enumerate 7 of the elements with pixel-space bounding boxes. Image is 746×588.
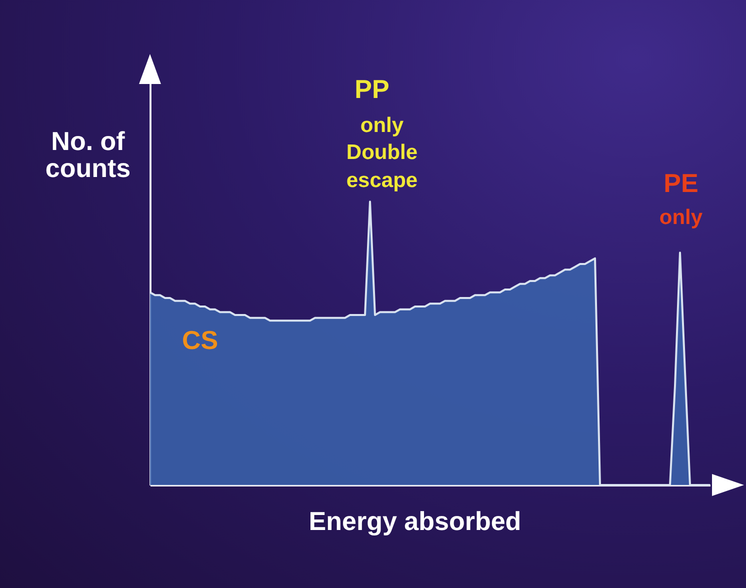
y-axis-title: No. of counts xyxy=(44,126,132,184)
text: PP xyxy=(354,74,390,104)
annotation: only xyxy=(658,206,704,230)
annotation: CS xyxy=(180,325,220,355)
text: only Double escape xyxy=(345,113,419,194)
text: PE xyxy=(662,168,700,198)
x-axis-title: Energy absorbed xyxy=(308,506,522,536)
